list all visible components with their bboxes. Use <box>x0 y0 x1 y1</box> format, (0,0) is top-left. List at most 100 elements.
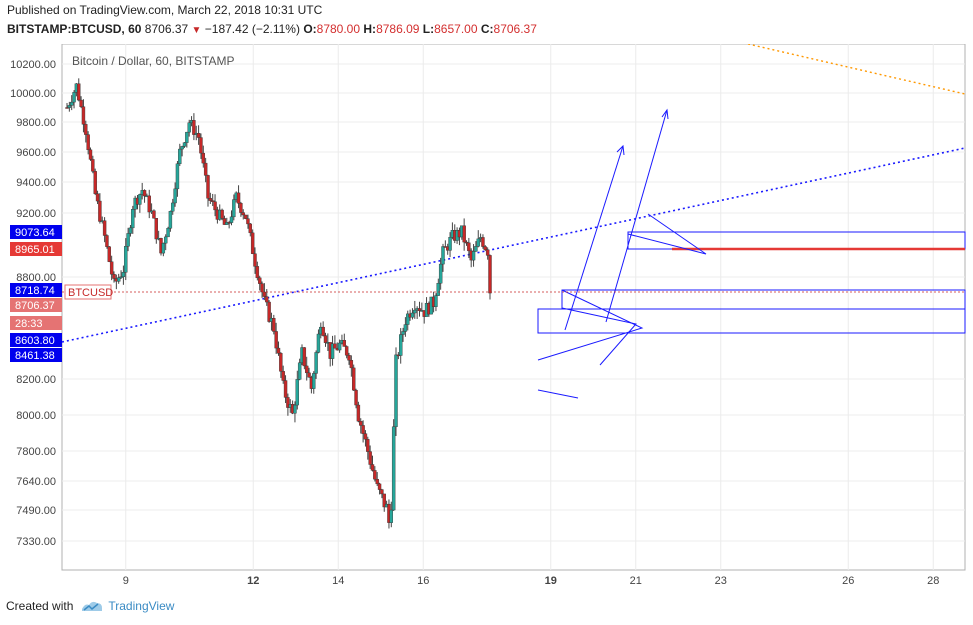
candle-body[interactable] <box>354 389 358 406</box>
candle-body[interactable] <box>131 209 135 229</box>
candle-body[interactable] <box>173 188 177 204</box>
candle-body[interactable] <box>142 190 147 197</box>
candle-body[interactable] <box>297 362 302 380</box>
candle-body[interactable] <box>203 162 208 176</box>
candle-body[interactable] <box>389 509 393 523</box>
candle-body[interactable] <box>441 246 445 265</box>
candle-body[interactable] <box>258 277 262 284</box>
candle-body[interactable] <box>210 200 215 202</box>
small-trend-line[interactable] <box>537 389 579 399</box>
candle-body[interactable] <box>253 253 257 267</box>
candle-body[interactable] <box>260 283 264 293</box>
price-label-tag[interactable] <box>10 333 62 347</box>
candle-body[interactable] <box>483 246 487 250</box>
target-arrow-1[interactable] <box>564 145 624 331</box>
price-label-tag[interactable] <box>10 283 62 297</box>
target-arrow-2[interactable] <box>605 109 668 323</box>
candle-body[interactable] <box>467 242 471 252</box>
candle-body[interactable] <box>406 313 410 325</box>
candle-body[interactable] <box>201 152 206 164</box>
candle-body[interactable] <box>95 193 100 202</box>
candle-body[interactable] <box>243 214 248 219</box>
candle-body[interactable] <box>314 352 318 374</box>
candle-body[interactable] <box>77 83 81 101</box>
candle-body[interactable] <box>413 309 417 314</box>
candle-body[interactable] <box>462 225 466 243</box>
candle-body[interactable] <box>417 308 422 311</box>
candle-body[interactable] <box>394 354 398 427</box>
candle-body[interactable] <box>375 478 379 485</box>
candles[interactable] <box>65 78 492 529</box>
candle-body[interactable] <box>366 439 370 452</box>
candle-body[interactable] <box>382 493 386 508</box>
candle-body[interactable] <box>464 241 469 244</box>
candle-body[interactable] <box>307 372 311 378</box>
flag-lines[interactable] <box>627 213 707 255</box>
candle-body[interactable] <box>192 120 196 135</box>
pennant-triangle[interactable] <box>537 289 644 361</box>
candle-body[interactable] <box>182 142 187 147</box>
candle-body[interactable] <box>109 261 114 275</box>
candle-body[interactable] <box>222 218 227 225</box>
candle-body[interactable] <box>213 201 217 211</box>
candle-body[interactable] <box>227 222 231 224</box>
candle-body[interactable] <box>93 171 97 194</box>
candle-body[interactable] <box>69 101 74 106</box>
candle-body[interactable] <box>403 324 408 332</box>
candle-body[interactable] <box>116 277 121 282</box>
candle-body[interactable] <box>152 210 156 219</box>
candle-body[interactable] <box>102 220 107 236</box>
candle-body[interactable] <box>373 470 377 480</box>
candle-body[interactable] <box>187 122 191 133</box>
candle-body[interactable] <box>248 223 253 234</box>
candle-body[interactable] <box>65 107 69 109</box>
candle-body[interactable] <box>267 301 271 322</box>
price-label-tag[interactable] <box>10 316 62 330</box>
candle-body[interactable] <box>481 237 485 247</box>
candle-body[interactable] <box>368 451 372 465</box>
candle-body[interactable] <box>180 146 184 150</box>
price-label-tag[interactable] <box>10 298 62 312</box>
candle-body[interactable] <box>321 326 325 336</box>
candle-body[interactable] <box>361 425 365 434</box>
candle-body[interactable] <box>178 148 182 164</box>
tradingview-logo-icon[interactable] <box>81 600 103 612</box>
candle-body[interactable] <box>436 283 440 296</box>
candle-body[interactable] <box>79 99 83 107</box>
candle-body[interactable] <box>323 335 328 343</box>
candle-body[interactable] <box>175 163 180 190</box>
range-box-lower[interactable] <box>537 308 966 334</box>
candle-body[interactable] <box>347 355 351 361</box>
candle-body[interactable] <box>250 232 255 254</box>
candle-body[interactable] <box>434 295 438 307</box>
candle-body[interactable] <box>171 202 175 212</box>
candle-body[interactable] <box>147 195 151 213</box>
candle-body[interactable] <box>84 124 88 135</box>
candle-body[interactable] <box>342 340 346 347</box>
candle-body[interactable] <box>236 192 241 204</box>
candle-body[interactable] <box>312 373 316 389</box>
candle-body[interactable] <box>246 218 250 225</box>
candle-body[interactable] <box>370 464 375 471</box>
candle-body[interactable] <box>88 149 93 160</box>
candle-body[interactable] <box>199 137 203 154</box>
candle-body[interactable] <box>185 131 189 143</box>
candle-body[interactable] <box>262 291 267 297</box>
candle-body[interactable] <box>333 343 337 349</box>
dotted-trendline-orange[interactable] <box>747 44 966 95</box>
candle-body[interactable] <box>401 331 405 335</box>
candle-body[interactable] <box>276 347 281 354</box>
wedge-lines[interactable] <box>561 307 637 366</box>
candle-body[interactable] <box>359 421 363 426</box>
candle-body[interactable] <box>356 404 361 422</box>
candle-body[interactable] <box>391 426 396 511</box>
candle-body[interactable] <box>154 218 159 240</box>
candle-body[interactable] <box>488 255 492 294</box>
candle-body[interactable] <box>476 238 480 247</box>
candle-body[interactable] <box>274 331 278 349</box>
candle-body[interactable] <box>232 199 236 218</box>
price-label-tag[interactable] <box>10 225 62 239</box>
price-label-tag[interactable] <box>10 348 62 362</box>
candle-body[interactable] <box>272 317 276 332</box>
candle-body[interactable] <box>138 194 142 205</box>
